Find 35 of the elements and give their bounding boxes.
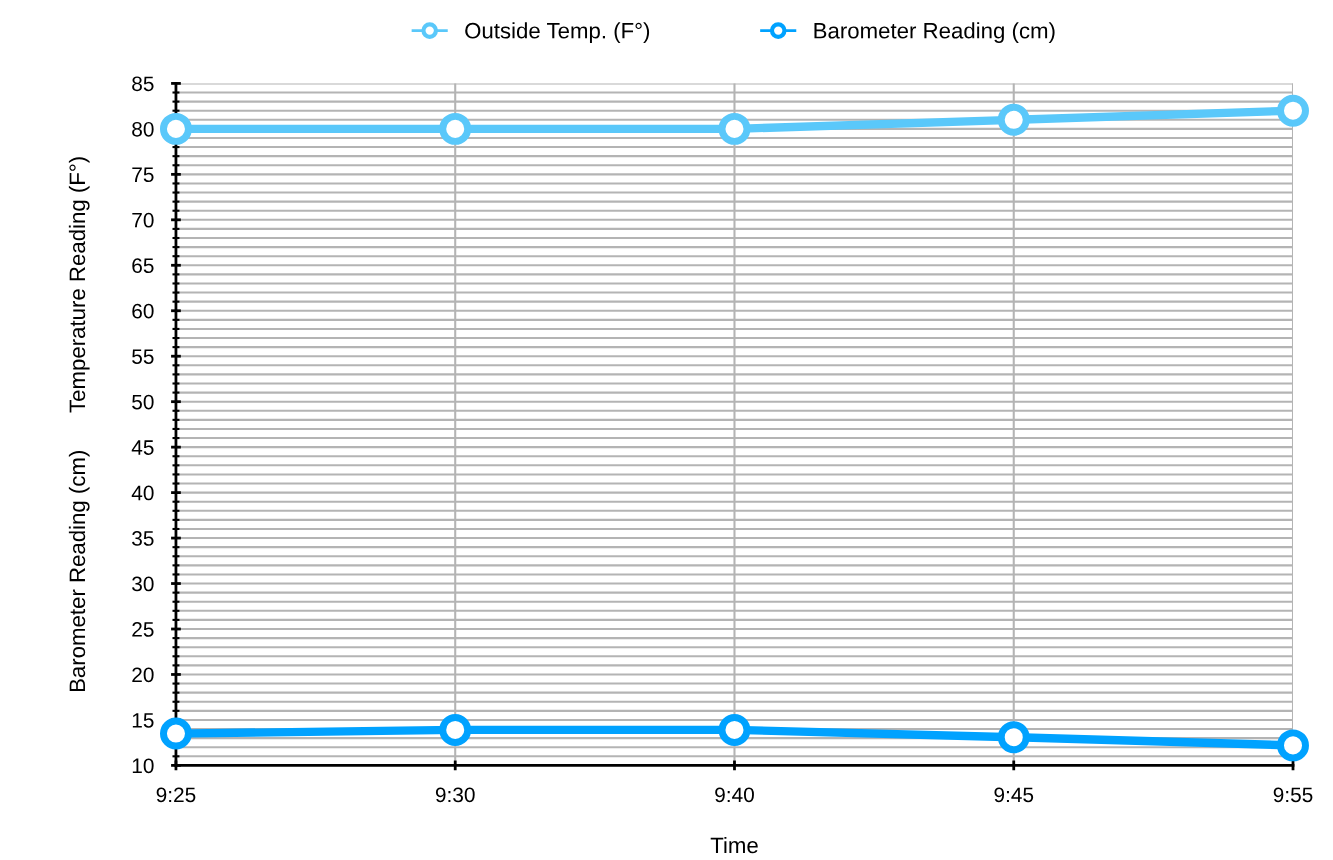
point xyxy=(997,103,1030,136)
y-tick-label: 50 xyxy=(132,394,154,410)
x-tick-label: 9:45 xyxy=(994,787,1034,803)
y-tick-label: 10 xyxy=(132,758,154,774)
legend-label: Outside Temp. (F°) xyxy=(465,22,650,43)
y-tick-label: 30 xyxy=(132,576,154,592)
x-tick-label: 9:40 xyxy=(715,787,754,803)
point xyxy=(718,112,751,145)
y-tick-label: 40 xyxy=(131,485,154,501)
x-axis-title: Time xyxy=(710,836,758,854)
y-tick-label: 25 xyxy=(132,622,154,637)
y-tick-label: 55 xyxy=(132,349,154,364)
x-tick-label: 9:30 xyxy=(435,787,475,803)
y-tick-label: 15 xyxy=(132,713,154,728)
y-tick-label: 45 xyxy=(131,440,154,455)
point xyxy=(1277,94,1309,127)
point xyxy=(1277,729,1309,762)
y-tick-label: 60 xyxy=(132,303,154,319)
legend-label: Barometer Reading (cm) xyxy=(814,22,1055,43)
y-tick-label: 65 xyxy=(132,258,154,274)
y-tick-label: 35 xyxy=(132,531,154,546)
x-tick-label: 9:25 xyxy=(156,787,196,803)
point xyxy=(997,721,1030,754)
point xyxy=(159,717,192,750)
point xyxy=(439,112,472,145)
y-tick-label: 20 xyxy=(132,667,154,683)
y-tick-label: 70 xyxy=(132,212,154,228)
y-tick-label: 80 xyxy=(132,121,154,137)
y-axis-title: Barometer Reading (cm) Temperature Reading (F°) xyxy=(68,157,90,692)
x-tick-label: 9:55 xyxy=(1273,787,1313,803)
y-tick-label: 75 xyxy=(132,167,154,183)
point xyxy=(718,713,751,746)
point xyxy=(439,713,472,746)
point xyxy=(159,112,192,145)
y-tick-label: 85 xyxy=(132,76,154,92)
